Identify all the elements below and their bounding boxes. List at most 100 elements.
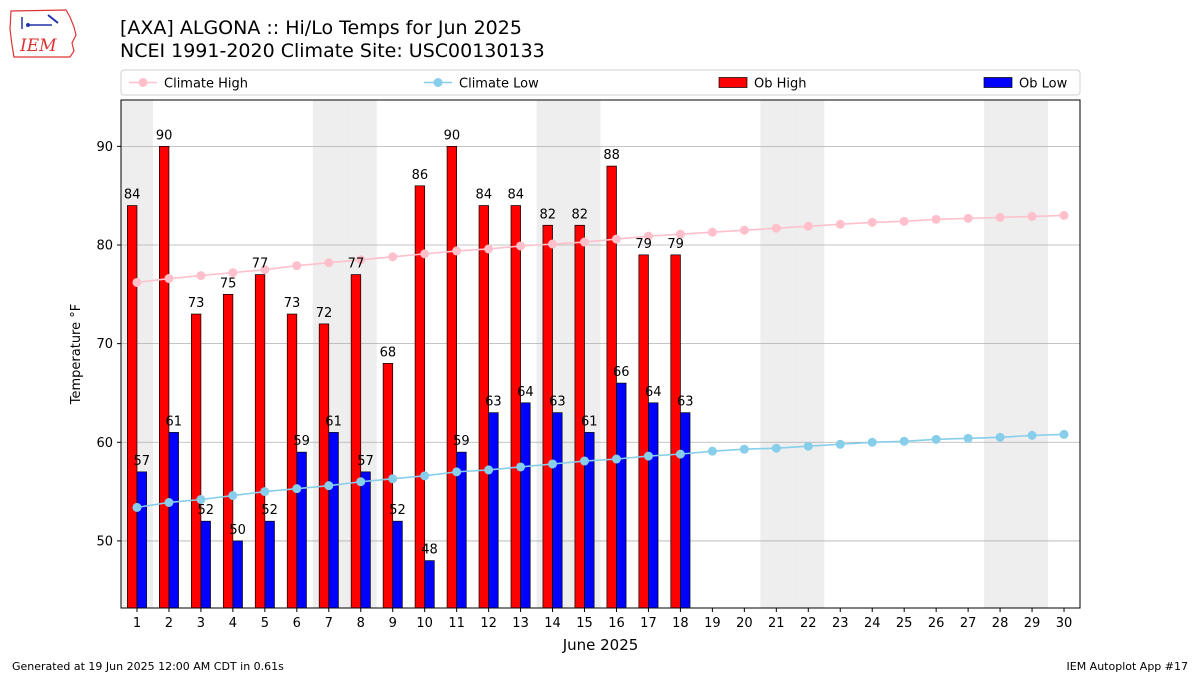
climate-high-point-15 bbox=[580, 237, 590, 247]
ob-high-label-2: 90 bbox=[156, 128, 173, 143]
weekend-shade-day-29 bbox=[1016, 100, 1049, 608]
ob-high-bar-14 bbox=[542, 224, 553, 609]
x-tick-label-20: 20 bbox=[736, 616, 753, 631]
legend-swatch-ob-low bbox=[983, 77, 1013, 88]
climate-low-point-7 bbox=[324, 481, 334, 491]
ob-low-label-7: 61 bbox=[325, 414, 342, 429]
legend-swatch-ob-high bbox=[718, 77, 748, 88]
climate-high-point-25 bbox=[899, 216, 909, 226]
ob-high-label-15: 82 bbox=[571, 207, 588, 222]
climate-high-point-6 bbox=[292, 261, 302, 271]
plot-frame bbox=[120, 99, 1081, 609]
climate-low-point-16 bbox=[611, 454, 621, 464]
climate-low-point-17 bbox=[643, 451, 653, 461]
ob-low-label-9: 52 bbox=[389, 503, 406, 518]
climate-high-point-8 bbox=[356, 255, 366, 265]
climate-low-point-10 bbox=[420, 471, 430, 481]
climate-high-point-9 bbox=[388, 252, 398, 262]
ob-low-label-15: 61 bbox=[581, 414, 598, 429]
x-tick-label-7: 7 bbox=[325, 616, 333, 631]
y-tick-label-90: 90 bbox=[96, 140, 113, 155]
ob-low-label-8: 57 bbox=[357, 454, 374, 469]
ob-high-bar-13 bbox=[510, 205, 521, 609]
climate-low-point-22 bbox=[803, 441, 813, 451]
x-tick-label-17: 17 bbox=[640, 616, 657, 631]
ob-high-label-6: 73 bbox=[284, 296, 301, 311]
ob-low-bar-5 bbox=[264, 520, 275, 609]
ob-high-bar-17 bbox=[638, 254, 649, 609]
x-tick-label-10: 10 bbox=[416, 616, 433, 631]
ob-high-label-8: 77 bbox=[348, 257, 365, 272]
ob-low-bar-17 bbox=[648, 402, 659, 609]
x-tick-label-24: 24 bbox=[864, 616, 881, 631]
ob-high-bar-8 bbox=[350, 274, 362, 609]
climate-high-point-23 bbox=[835, 219, 845, 229]
ob-low-label-3: 52 bbox=[197, 503, 214, 518]
ob-high-bar-5 bbox=[254, 274, 266, 609]
chart-title-line-2: NCEI 1991-2020 Climate Site: USC00130133 bbox=[120, 40, 545, 62]
ob-low-label-16: 66 bbox=[613, 365, 630, 380]
climate-low-point-1 bbox=[132, 502, 142, 512]
ob-high-label-1: 84 bbox=[124, 188, 141, 203]
ob-high-bar-9 bbox=[382, 363, 394, 609]
ob-low-label-17: 64 bbox=[645, 385, 662, 400]
climate-low-point-25 bbox=[899, 436, 909, 446]
ob-high-label-14: 82 bbox=[539, 207, 556, 222]
climate-high-point-24 bbox=[867, 217, 877, 227]
ob-low-label-13: 64 bbox=[517, 385, 534, 400]
climate-low-point-26 bbox=[931, 434, 941, 444]
ob-low-label-12: 63 bbox=[485, 395, 502, 410]
ob-low-bar-2 bbox=[168, 432, 179, 609]
climate-high-point-12 bbox=[484, 244, 494, 254]
chart-title-line-1: [AXA] ALGONA :: Hi/Lo Temps for Jun 2025 bbox=[120, 17, 522, 39]
ob-high-label-4: 75 bbox=[220, 276, 237, 291]
ob-high-bar-3 bbox=[190, 313, 202, 609]
climate-high-point-2 bbox=[164, 274, 174, 284]
climate-low-point-3 bbox=[196, 494, 206, 504]
climate-low-point-20 bbox=[739, 444, 749, 454]
ob-low-bar-16 bbox=[616, 382, 627, 609]
climate-high-line bbox=[136, 214, 1065, 284]
ob-low-bar-3 bbox=[200, 520, 211, 609]
x-tick-label-16: 16 bbox=[608, 616, 625, 631]
ob-low-bar-10 bbox=[424, 560, 435, 609]
x-tick-label-22: 22 bbox=[800, 616, 817, 631]
iem-logo-graphic: IEM bbox=[9, 9, 77, 58]
ob-high-label-9: 68 bbox=[380, 345, 397, 360]
weekend-shade-day-21 bbox=[760, 100, 793, 608]
climate-high-point-26 bbox=[931, 214, 941, 224]
ob-high-label-12: 84 bbox=[476, 188, 493, 203]
ob-high-label-13: 84 bbox=[508, 188, 525, 203]
climate-lines bbox=[132, 210, 1069, 512]
climate-high-point-7 bbox=[324, 258, 334, 268]
x-tick-label-21: 21 bbox=[768, 616, 785, 631]
bar-value-labels: 84 90 73 75 77 73 72 77 68 86 90 84 84 82 82 88 79 79 57 61… bbox=[124, 128, 694, 557]
legend-label-ob-low: Ob Low bbox=[1019, 77, 1068, 92]
ob-low-bar-1 bbox=[136, 471, 147, 609]
ob-high-label-7: 72 bbox=[316, 306, 333, 321]
ob-high-label-11: 90 bbox=[444, 128, 461, 143]
ob-high-label-16: 88 bbox=[603, 148, 620, 163]
climate-high-point-4 bbox=[228, 268, 238, 278]
climate-high-point-3 bbox=[196, 271, 206, 281]
bars bbox=[127, 146, 691, 609]
x-tick-label-14: 14 bbox=[544, 616, 561, 631]
x-tick-label-25: 25 bbox=[896, 616, 913, 631]
weekend-shade-day-28 bbox=[984, 100, 1017, 608]
ob-high-label-17: 79 bbox=[635, 237, 652, 252]
ob-high-label-10: 86 bbox=[412, 168, 429, 183]
climate-high-point-30 bbox=[1059, 210, 1069, 220]
climate-low-point-4 bbox=[228, 491, 238, 501]
x-tick-label-28: 28 bbox=[992, 616, 1009, 631]
ob-high-bar-2 bbox=[159, 146, 170, 609]
climate-low-point-8 bbox=[356, 477, 366, 487]
climate-high-point-27 bbox=[963, 213, 973, 223]
ob-high-bar-16 bbox=[606, 165, 617, 609]
x-tick-label-23: 23 bbox=[832, 616, 849, 631]
climate-high-point-14 bbox=[548, 239, 558, 249]
climate-high-point-20 bbox=[739, 225, 749, 235]
ob-low-label-5: 52 bbox=[261, 503, 278, 518]
ob-high-bar-7 bbox=[318, 323, 330, 609]
climate-low-point-23 bbox=[835, 439, 845, 449]
ob-low-bar-7 bbox=[328, 432, 339, 609]
